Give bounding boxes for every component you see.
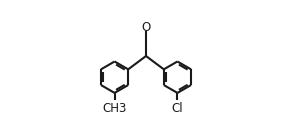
Text: Cl: Cl (172, 102, 183, 115)
Text: O: O (141, 21, 151, 34)
Text: CH3: CH3 (102, 102, 127, 115)
